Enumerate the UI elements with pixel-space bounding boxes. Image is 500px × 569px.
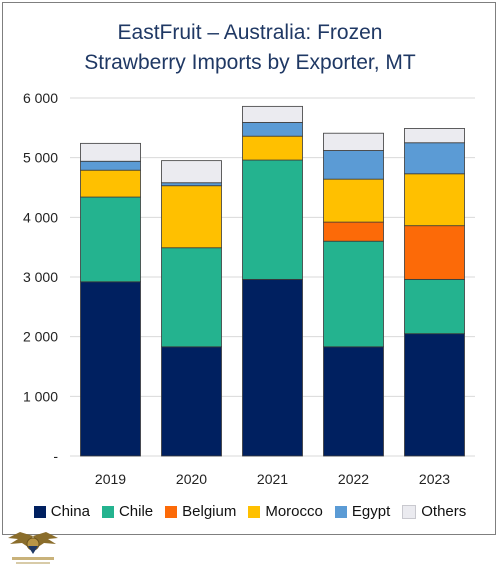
legend-item-belgium: Belgium — [165, 503, 236, 520]
y-tick-label: 1 000 — [23, 388, 58, 404]
bar-segment-egypt-2020 — [161, 182, 222, 187]
bar-segment-china-2022 — [323, 346, 384, 457]
chart-title-line-1: EastFruit – Australia: Frozen — [117, 21, 383, 44]
bars — [80, 105, 465, 457]
legend-swatch — [165, 505, 178, 518]
legend-label: Morocco — [265, 503, 323, 520]
legend-swatch — [101, 505, 114, 518]
legend-item-morocco: Morocco — [248, 503, 323, 520]
x-tick-label: 2022 — [338, 471, 369, 487]
eagle-logo-icon — [8, 532, 58, 564]
bar-segment-morocco-2022 — [323, 178, 384, 223]
legend-swatch — [402, 504, 417, 519]
bar-segment-others-2023 — [404, 128, 465, 144]
legend-label: Chile — [118, 503, 154, 520]
legend-swatch — [33, 505, 46, 518]
legend-swatch — [334, 505, 347, 518]
y-tick-label: - — [53, 448, 58, 464]
x-tick-label: 2019 — [95, 471, 126, 487]
bar-segment-morocco-2019 — [80, 169, 141, 198]
bar-segment-chile-2023 — [404, 278, 465, 335]
bar-segment-morocco-2021 — [242, 135, 303, 161]
legend-item-egypt: Egypt — [334, 503, 391, 520]
legend-label: Others — [421, 503, 467, 520]
legend-item-china: China — [33, 503, 90, 520]
chart-title: EastFruit – Australia: Frozen Strawberry… — [0, 18, 500, 78]
bar-segment-china-2019 — [80, 281, 141, 457]
chart-legend: China Chile Belgium Morocco Egypt Others — [6, 503, 494, 520]
y-tick-label: 2 000 — [23, 329, 58, 345]
legend-swatch — [248, 505, 261, 518]
bar-segment-china-2023 — [404, 333, 465, 457]
y-tick-label: 5 000 — [23, 150, 58, 166]
bar-segment-belgium-2023 — [404, 225, 465, 280]
legend-item-chile: Chile — [101, 503, 154, 520]
bar-segment-others-2019 — [80, 142, 141, 162]
bar-segment-egypt-2022 — [323, 150, 384, 180]
x-tick-label: 2021 — [257, 471, 288, 487]
y-tick-label: 3 000 — [23, 269, 58, 285]
bar-segment-others-2020 — [161, 160, 222, 184]
bar-segment-morocco-2020 — [161, 185, 222, 249]
y-axis-ticks: - 1 000 2 000 3 000 4 000 5 000 6 000 — [23, 90, 58, 464]
bar-segment-chile-2022 — [323, 240, 384, 348]
bar-segment-egypt-2021 — [242, 122, 303, 137]
bar-segment-chile-2020 — [161, 247, 222, 348]
bar-segment-egypt-2023 — [404, 142, 465, 175]
bar-segment-chile-2021 — [242, 159, 303, 280]
chart-title-line-2: Strawberry Imports by Exporter, MT — [84, 51, 416, 74]
bar-segment-chile-2019 — [80, 196, 141, 283]
legend-label: Egypt — [351, 503, 391, 520]
x-tick-label: 2023 — [419, 471, 450, 487]
bar-segment-egypt-2019 — [80, 160, 141, 171]
bar-segment-china-2020 — [161, 346, 222, 457]
bar-segment-morocco-2023 — [404, 173, 465, 227]
bar-segment-belgium-2022 — [323, 221, 384, 242]
legend-item-others: Others — [402, 503, 466, 520]
legend-label: Belgium — [182, 503, 237, 520]
x-axis-ticks: 2019 2020 2021 2022 2023 — [95, 471, 450, 487]
legend-label: China — [50, 503, 90, 520]
bar-segment-others-2022 — [323, 132, 384, 151]
y-tick-label: 6 000 — [23, 90, 58, 106]
bar-segment-china-2021 — [242, 278, 303, 457]
y-tick-label: 4 000 — [23, 209, 58, 225]
bar-segment-others-2021 — [242, 105, 303, 123]
x-tick-label: 2020 — [176, 471, 207, 487]
